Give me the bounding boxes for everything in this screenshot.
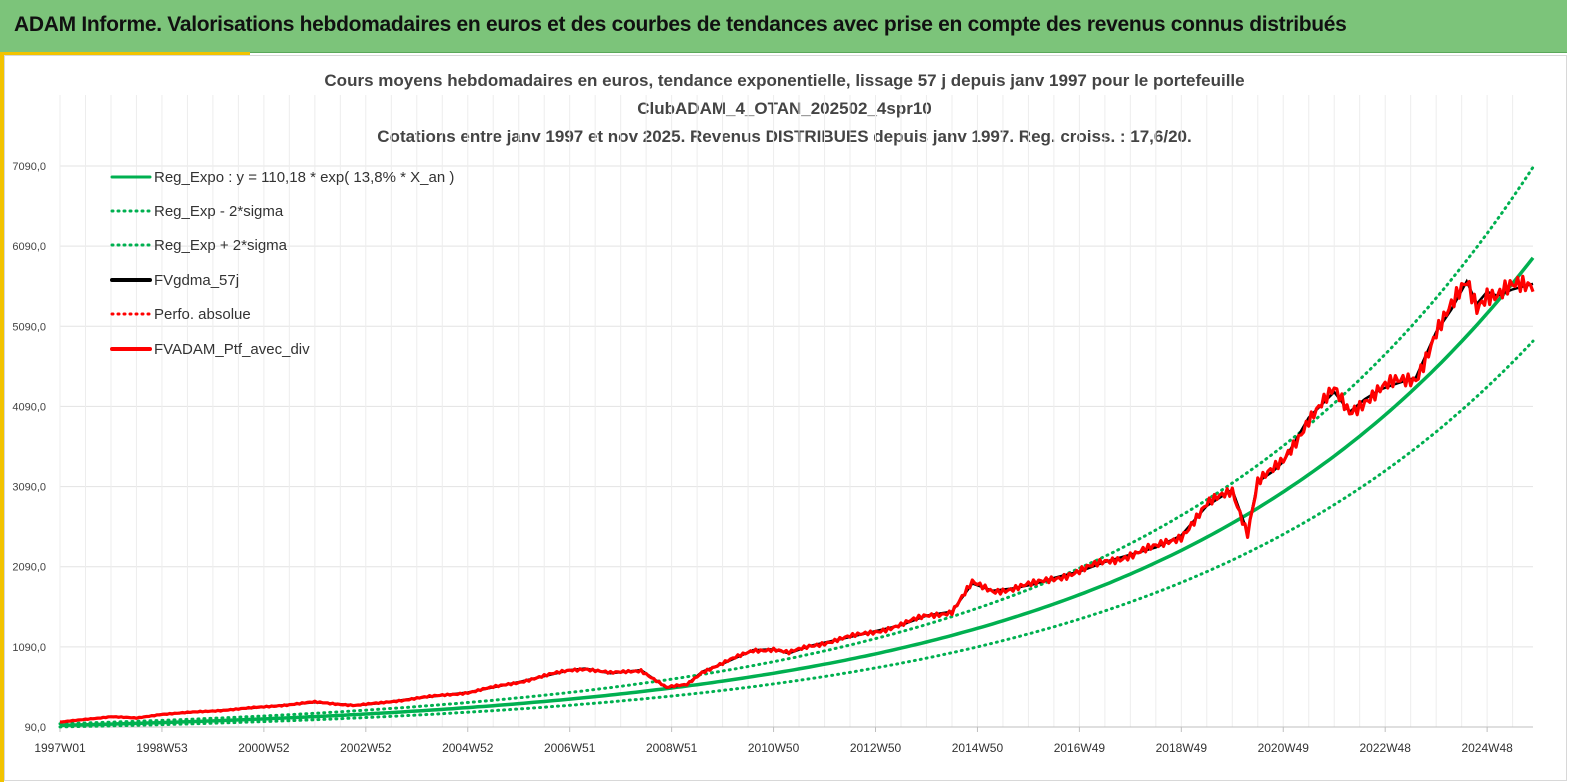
x-tick-label: 2016W49 — [1054, 741, 1106, 755]
accent-bar-top — [0, 52, 250, 55]
y-tick-label: 4090,0 — [12, 401, 46, 413]
x-tick-label: 2020W49 — [1258, 741, 1310, 755]
x-tick-label: 2014W50 — [952, 741, 1004, 755]
y-tick-label: 2090,0 — [12, 562, 46, 574]
chart-title-line-2: ClubADAM_4_OTAN_202502_4spr10 — [637, 99, 932, 118]
y-tick-label: 6090,0 — [12, 241, 46, 253]
x-tick-label: 2018W49 — [1156, 741, 1208, 755]
y-tick-label: 3090,0 — [12, 482, 46, 494]
legend-reg-exp-minus-label: Reg_Exp - 2*sigma — [154, 203, 284, 220]
legend-reg-expo-label: Reg_Expo : y = 110,18 * exp( 13,8% * X_a… — [154, 169, 454, 186]
x-tick-label: 2004W52 — [442, 741, 494, 755]
x-tick-label: 2012W50 — [850, 741, 902, 755]
legend-fvgdma-label: FVgdma_57j — [154, 272, 239, 289]
x-tick-label: 2022W48 — [1360, 741, 1412, 755]
y-tick-label: 5090,0 — [12, 321, 46, 333]
x-tick-label: 2024W48 — [1461, 741, 1513, 755]
series-reg-exp-minus-2sigma — [58, 339, 1535, 729]
header-banner: ADAM Informe. Valorisations hebdomadaire… — [0, 0, 1567, 53]
x-tick-label: 2000W52 — [238, 741, 290, 755]
chart-title-line-3: Cotations entre janv 1997 et nov 2025. R… — [377, 127, 1192, 146]
chart-title-line-1: Cours moyens hebdomadaires en euros, ten… — [324, 71, 1245, 90]
chart-frame — [4, 55, 1567, 781]
series-reg-expo — [59, 256, 1535, 728]
accent-bar-left — [0, 52, 4, 782]
legend-perfo-absolue-label: Perfo. absolue — [154, 306, 251, 323]
page-title: ADAM Informe. Valorisations hebdomadaire… — [14, 13, 1347, 36]
y-tick-label: 1090,0 — [12, 642, 46, 654]
y-tick-label: 90,0 — [25, 722, 46, 734]
x-tick-label: 2010W50 — [748, 741, 800, 755]
x-tick-label: 1998W53 — [136, 741, 188, 755]
legend-reg-exp-plus-label: Reg_Exp + 2*sigma — [154, 237, 288, 254]
y-tick-label: 7090,0 — [12, 161, 46, 173]
x-tick-label: 1997W01 — [34, 741, 86, 755]
series-fvadam-ptf-avec-div — [59, 274, 1535, 724]
x-tick-label: 2002W52 — [340, 741, 392, 755]
x-tick-label: 2006W51 — [544, 741, 596, 755]
legend-fvadam-label: FVADAM_Ptf_avec_div — [154, 341, 310, 358]
x-tick-label: 2008W51 — [646, 741, 698, 755]
series-reg-exp-plus-2sigma — [58, 165, 1535, 726]
